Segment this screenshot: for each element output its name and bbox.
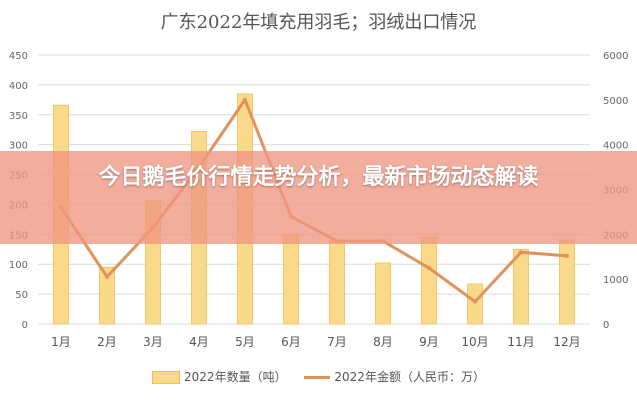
line-point [519, 250, 523, 255]
legend-item-amount: 2022年金额（人民币：万） [304, 368, 485, 385]
y-left-tick-label: 450 [9, 51, 28, 62]
overlay-banner [0, 151, 637, 244]
line-point [105, 274, 109, 279]
legend-swatch-bar [152, 371, 181, 384]
x-tick-label: 1月 [51, 335, 71, 349]
x-tick-label: 3月 [143, 335, 163, 349]
bar [559, 239, 575, 325]
x-tick-label: 11月 [507, 335, 534, 349]
y-left-tick-label: 50 [15, 290, 28, 301]
legend-swatch-line [304, 376, 331, 379]
bar [513, 248, 529, 325]
x-tick-label: 10月 [461, 335, 488, 349]
legend-label-quantity: 2022年数量（吨） [184, 370, 287, 384]
line-point [243, 97, 247, 102]
y-left-tick-label: 100 [9, 260, 28, 271]
x-tick-label: 4月 [189, 335, 209, 349]
y-right-tick-label: 4000 [603, 141, 628, 152]
bar [421, 236, 437, 325]
line-point [473, 299, 477, 304]
y-left-tick-label: 0 [22, 320, 28, 331]
line-point [565, 253, 569, 258]
y-right-tick-label: 5000 [603, 96, 628, 107]
chart-legend: 2022年数量（吨） 2022年金额（人民币：万） [0, 368, 637, 385]
bar [467, 283, 483, 325]
x-tick-label: 2月 [97, 335, 117, 349]
x-tick-label: 5月 [235, 335, 255, 349]
legend-label-amount: 2022年金额（人民币：万） [334, 370, 485, 384]
y-right-tick-label: 6000 [603, 51, 628, 62]
x-tick-label: 8月 [373, 335, 393, 349]
x-tick-label: 6月 [281, 335, 301, 349]
y-left-tick-label: 400 [9, 81, 28, 92]
chart-title: 广东2022年填充用羽毛；羽绒出口情况 [160, 12, 477, 33]
y-left-tick-label: 350 [9, 111, 28, 122]
line-point [427, 265, 431, 270]
y-right-tick-label: 1000 [603, 275, 628, 286]
bar [99, 266, 115, 325]
bar [329, 239, 345, 325]
y-right-tick-label: 0 [603, 320, 609, 331]
x-tick-label: 12月 [553, 335, 580, 349]
x-tick-label: 7月 [327, 335, 347, 349]
overlay-banner-text: 今日鹅毛价行情走势分析，最新市场动态解读 [98, 165, 539, 190]
legend-item-quantity: 2022年数量（吨） [152, 368, 287, 385]
y-left-tick-label: 300 [9, 141, 28, 152]
x-tick-label: 9月 [419, 335, 439, 349]
bar [375, 262, 391, 325]
bar [283, 233, 299, 325]
